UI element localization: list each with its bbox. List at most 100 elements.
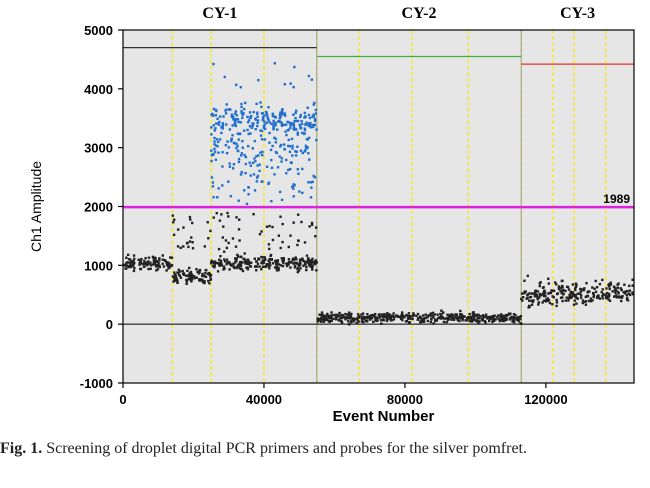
negative-droplet: [601, 297, 604, 300]
negative-droplet: [356, 313, 360, 316]
negative-droplet: [445, 320, 448, 324]
positive-droplet: [229, 194, 233, 198]
positive-droplet: [315, 138, 318, 142]
negative-droplet: [277, 263, 281, 266]
negative-droplet: [236, 253, 239, 257]
negative-droplet: [392, 318, 396, 321]
negative-droplet: [226, 261, 229, 264]
negative-droplet: [621, 295, 624, 298]
negative-droplet: [240, 268, 243, 271]
negative-droplet: [407, 312, 411, 315]
negative-droplet: [542, 286, 545, 289]
negative-droplet: [349, 315, 353, 318]
negative-droplet: [561, 299, 564, 303]
positive-droplet: [214, 158, 218, 161]
negative-droplet: [338, 311, 341, 315]
positive-droplet: [308, 122, 311, 125]
positive-droplet: [248, 124, 252, 128]
negative-droplet: [149, 261, 152, 264]
negative-droplet: [333, 313, 336, 317]
negative-droplet: [461, 319, 464, 322]
negative-droplet: [389, 319, 393, 322]
positive-droplet: [280, 160, 283, 163]
x-tick-label: 80000: [387, 392, 423, 407]
negative-droplet: [237, 265, 240, 269]
negative-droplet: [269, 253, 273, 257]
negative-droplet: [477, 321, 480, 324]
rain-droplet: [267, 247, 271, 251]
rain-droplet: [182, 226, 185, 229]
negative-droplet: [372, 320, 375, 324]
positive-droplet: [303, 150, 307, 153]
positive-droplet: [267, 106, 270, 109]
rain-droplet: [252, 212, 255, 216]
negative-droplet: [225, 263, 228, 266]
negative-droplet: [307, 257, 310, 260]
negative-droplet: [181, 269, 184, 273]
positive-droplet: [313, 117, 317, 121]
negative-droplet: [141, 262, 145, 266]
negative-droplet: [581, 288, 584, 291]
negative-droplet: [548, 291, 551, 295]
negative-droplet: [584, 300, 588, 303]
y-tick-label: 3000: [84, 141, 113, 156]
negative-droplet: [608, 285, 611, 288]
negative-droplet: [287, 260, 291, 264]
negative-droplet: [481, 317, 484, 321]
negative-droplet: [574, 285, 578, 289]
negative-droplet: [616, 286, 620, 289]
negative-droplet: [246, 267, 250, 271]
negative-droplet: [406, 317, 410, 320]
negative-droplet: [538, 284, 542, 288]
negative-droplet: [127, 265, 130, 268]
negative-droplet: [260, 267, 263, 271]
negative-droplet: [247, 262, 251, 266]
negative-droplet: [149, 267, 152, 270]
negative-droplet: [144, 261, 148, 265]
negative-droplet: [492, 316, 495, 319]
negative-droplet: [191, 274, 194, 278]
rain-droplet: [289, 234, 292, 237]
negative-droplet: [216, 270, 220, 273]
negative-droplet: [579, 293, 583, 297]
positive-droplet: [285, 158, 288, 162]
positive-droplet: [234, 83, 238, 87]
negative-droplet: [529, 295, 533, 299]
negative-droplet: [411, 314, 414, 318]
negative-droplet: [290, 260, 293, 264]
negative-droplet: [502, 314, 505, 318]
negative-droplet: [575, 296, 578, 300]
negative-droplet: [512, 318, 515, 322]
negative-droplet: [579, 287, 582, 291]
positive-droplet: [268, 121, 271, 124]
negative-droplet: [628, 293, 632, 297]
negative-droplet: [242, 257, 245, 260]
negative-droplet: [427, 314, 430, 317]
negative-droplet: [347, 311, 351, 314]
positive-droplet: [272, 127, 275, 131]
negative-droplet: [466, 317, 469, 320]
negative-droplet: [455, 313, 459, 316]
positive-droplet: [231, 124, 234, 127]
negative-droplet: [429, 314, 432, 317]
negative-droplet: [547, 277, 550, 280]
positive-droplet: [251, 147, 254, 150]
positive-droplet: [286, 120, 289, 124]
positive-droplet: [304, 146, 308, 149]
negative-droplet: [143, 262, 146, 265]
negative-droplet: [405, 319, 409, 323]
negative-droplet: [310, 259, 313, 263]
negative-droplet: [617, 295, 621, 298]
rain-droplet: [237, 228, 241, 231]
negative-droplet: [195, 276, 198, 279]
negative-droplet: [353, 317, 356, 321]
positive-droplet: [272, 124, 275, 127]
rain-droplet: [217, 247, 221, 251]
negative-droplet: [174, 276, 177, 279]
negative-droplet: [186, 269, 189, 273]
negative-droplet: [552, 296, 555, 299]
negative-droplet: [594, 290, 598, 294]
negative-droplet: [347, 316, 350, 320]
positive-droplet: [256, 124, 259, 128]
negative-droplet: [220, 263, 224, 267]
